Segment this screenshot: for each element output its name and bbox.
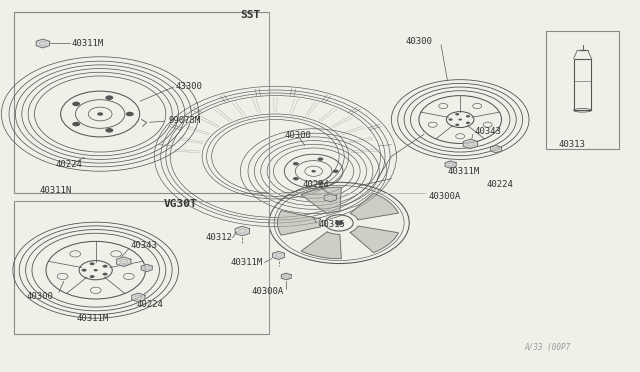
Polygon shape bbox=[277, 211, 321, 235]
Bar bbox=[573, 59, 591, 110]
Text: 40313: 40313 bbox=[559, 140, 586, 149]
Polygon shape bbox=[273, 251, 285, 260]
Circle shape bbox=[335, 221, 343, 225]
Text: 40300: 40300 bbox=[405, 37, 432, 46]
Polygon shape bbox=[141, 264, 152, 272]
Text: 40224: 40224 bbox=[56, 160, 83, 169]
Circle shape bbox=[97, 112, 103, 116]
Text: 40311M: 40311M bbox=[77, 314, 109, 323]
Circle shape bbox=[90, 262, 95, 265]
Circle shape bbox=[72, 102, 80, 106]
Circle shape bbox=[317, 182, 323, 185]
Text: VG30T: VG30T bbox=[164, 199, 198, 209]
Text: 40311M: 40311M bbox=[72, 39, 104, 48]
Text: 40300: 40300 bbox=[27, 292, 54, 301]
Text: 40343: 40343 bbox=[131, 241, 157, 250]
Bar bbox=[546, 31, 620, 149]
Circle shape bbox=[82, 269, 86, 272]
Text: 40311M: 40311M bbox=[231, 258, 263, 267]
Circle shape bbox=[93, 269, 98, 272]
Circle shape bbox=[466, 122, 470, 124]
Circle shape bbox=[90, 275, 95, 278]
Text: 40224: 40224 bbox=[136, 300, 163, 310]
Circle shape bbox=[102, 273, 108, 276]
Bar bbox=[14, 201, 269, 334]
Circle shape bbox=[333, 170, 339, 173]
Circle shape bbox=[449, 118, 452, 121]
Circle shape bbox=[293, 177, 299, 180]
Polygon shape bbox=[350, 226, 399, 253]
Text: 40300: 40300 bbox=[285, 131, 312, 140]
Polygon shape bbox=[301, 232, 341, 259]
Polygon shape bbox=[445, 161, 456, 168]
Circle shape bbox=[312, 170, 316, 173]
Circle shape bbox=[455, 113, 460, 115]
Polygon shape bbox=[350, 193, 399, 220]
Polygon shape bbox=[301, 187, 341, 214]
Text: 43300: 43300 bbox=[175, 82, 202, 91]
Polygon shape bbox=[281, 273, 291, 280]
Circle shape bbox=[126, 112, 134, 116]
Polygon shape bbox=[324, 194, 336, 202]
Text: 40300A: 40300A bbox=[428, 192, 461, 201]
Circle shape bbox=[72, 122, 80, 126]
Polygon shape bbox=[490, 145, 501, 153]
Text: A/33 (00P7: A/33 (00P7 bbox=[524, 343, 570, 352]
Text: SST: SST bbox=[241, 10, 260, 20]
Text: 40224: 40224 bbox=[303, 180, 330, 189]
Circle shape bbox=[293, 162, 299, 166]
Circle shape bbox=[317, 157, 323, 161]
Text: 40311M: 40311M bbox=[447, 167, 480, 176]
Text: 40300A: 40300A bbox=[252, 288, 284, 296]
Polygon shape bbox=[132, 293, 145, 302]
Text: 40315: 40315 bbox=[318, 220, 345, 229]
Circle shape bbox=[102, 265, 108, 268]
Polygon shape bbox=[235, 226, 250, 236]
Polygon shape bbox=[116, 257, 131, 266]
Circle shape bbox=[458, 119, 462, 121]
Bar bbox=[14, 13, 269, 193]
Text: 99073M: 99073M bbox=[169, 116, 201, 125]
Polygon shape bbox=[463, 139, 477, 149]
Text: 40224: 40224 bbox=[487, 180, 514, 189]
Circle shape bbox=[106, 95, 113, 100]
Circle shape bbox=[106, 128, 113, 133]
Circle shape bbox=[455, 124, 460, 126]
Polygon shape bbox=[36, 39, 49, 48]
Text: 40311N: 40311N bbox=[40, 186, 72, 195]
Circle shape bbox=[466, 115, 470, 118]
Text: 40312: 40312 bbox=[205, 233, 232, 242]
Text: 40343: 40343 bbox=[474, 127, 501, 136]
